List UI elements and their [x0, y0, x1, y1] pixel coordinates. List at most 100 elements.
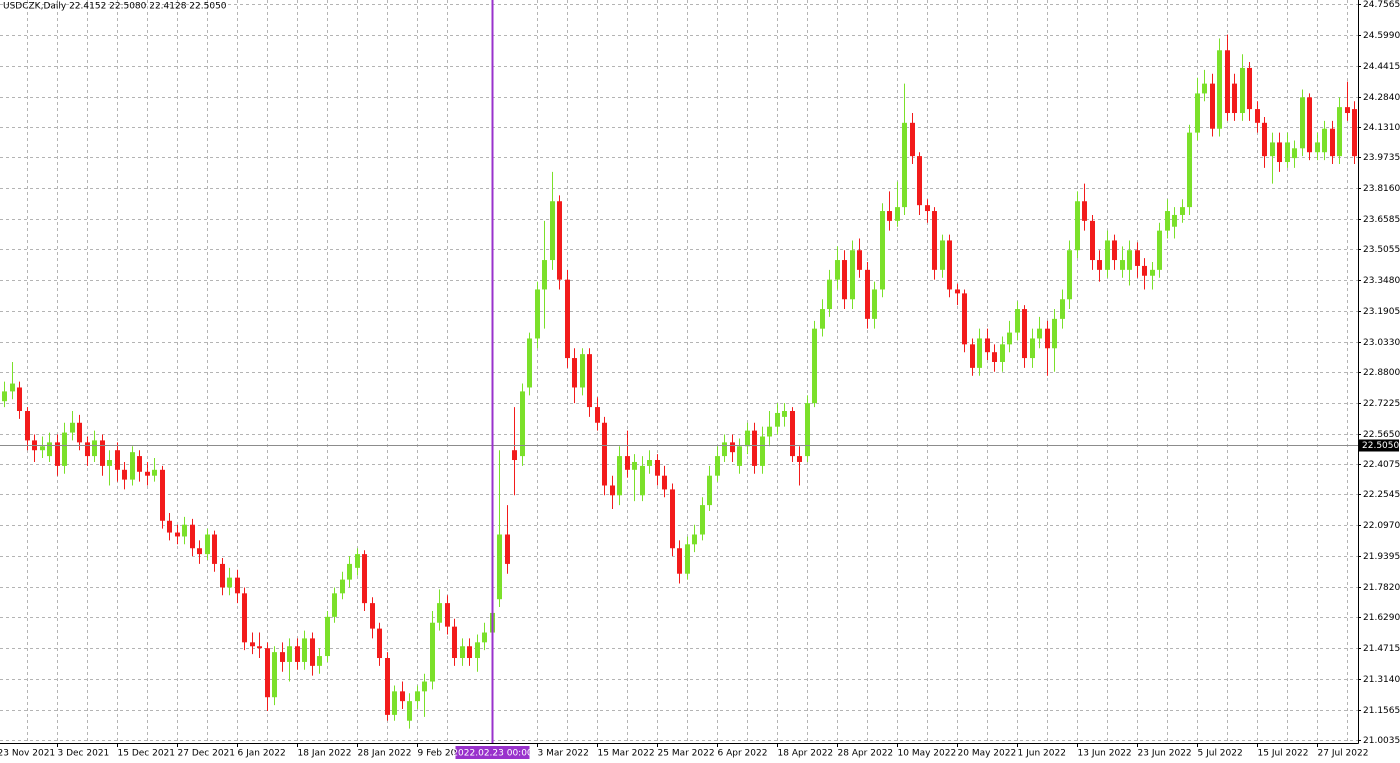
candle-body — [737, 446, 742, 466]
candle-body — [10, 383, 15, 392]
candle-body — [962, 293, 967, 345]
candle-body — [1030, 338, 1035, 359]
x-tick-label: 5 Jul 2022 — [1198, 749, 1243, 759]
candle-body — [880, 211, 885, 290]
y-tick-label: 23.5055 — [1363, 245, 1400, 255]
candle-body — [377, 628, 382, 659]
y-tick-label: 23.0330 — [1363, 338, 1400, 348]
x-tick-label: 28 Apr 2022 — [838, 749, 894, 759]
candle-body — [445, 603, 450, 627]
candle-body — [985, 338, 990, 353]
candle-body — [1352, 109, 1357, 157]
x-tick-label: 9 Feb 2022 — [418, 749, 468, 759]
candle-body — [602, 422, 607, 486]
y-tick-label: 24.2840 — [1363, 93, 1400, 103]
candle-body — [482, 632, 487, 643]
x-tick-label: 25 Mar 2022 — [658, 749, 715, 759]
candle-body — [1165, 211, 1170, 231]
y-tick-label: 24.1310 — [1363, 123, 1400, 133]
candle-body — [512, 450, 517, 461]
y-tick-label: 21.9395 — [1363, 552, 1400, 562]
candle-body — [160, 469, 165, 521]
candle-body — [1015, 309, 1020, 333]
candle-body — [617, 456, 622, 496]
x-tick-label: 6 Apr 2022 — [718, 749, 768, 759]
candle-body — [115, 450, 120, 470]
candle-body — [340, 579, 345, 594]
y-tick-label: 23.1905 — [1363, 307, 1400, 317]
candle-body — [70, 422, 75, 433]
x-tick-label: 10 May 2022 — [898, 749, 957, 759]
candle-body — [745, 430, 750, 447]
candle-body — [662, 475, 667, 490]
candle-body — [640, 465, 645, 496]
candle-body — [542, 260, 547, 290]
x-tick-label: 23 Nov 2021 — [0, 749, 55, 759]
candle-body — [1075, 201, 1080, 251]
candle-body — [385, 658, 390, 715]
candle-body — [670, 489, 675, 549]
price-label: 22.5050 — [1362, 441, 1399, 451]
candle-body — [850, 250, 855, 300]
candle-body — [557, 201, 562, 280]
candle-body — [550, 201, 555, 261]
x-tick-label: 18 Apr 2022 — [778, 749, 834, 759]
candle-body — [1180, 207, 1185, 215]
x-tick-label: 20 May 2022 — [958, 749, 1017, 759]
candle-body — [182, 524, 187, 537]
candle-body — [520, 391, 525, 457]
y-tick-label: 21.6290 — [1363, 613, 1400, 623]
candle-body — [1210, 83, 1215, 129]
cursor-label: 2022.02.23 00:00 — [452, 749, 533, 759]
candle-body — [1345, 107, 1350, 114]
chart-title: USDCZK,Daily 22.4152 22.5080 22.4128 22.… — [3, 2, 227, 12]
candle-body — [25, 411, 30, 441]
candle-body — [257, 646, 262, 649]
candle-body — [17, 387, 22, 412]
candle-body — [625, 456, 630, 470]
candle-body — [400, 691, 405, 702]
candle-body — [1247, 67, 1252, 110]
candle-body — [1067, 250, 1072, 300]
candle-body — [752, 430, 757, 466]
candle-body — [647, 460, 652, 466]
candle-body — [92, 440, 97, 457]
candle-body — [220, 563, 225, 588]
candle-body — [467, 646, 472, 659]
candle-body — [1285, 142, 1290, 163]
cursor-label-box — [455, 746, 530, 759]
candle-body — [55, 442, 60, 466]
candle-body — [580, 354, 585, 388]
candle-body — [970, 344, 975, 368]
candle-body — [925, 205, 930, 212]
y-tick-label: 22.7225 — [1363, 399, 1400, 409]
candle-body — [1097, 260, 1102, 270]
candle-body — [175, 532, 180, 537]
candle-body — [77, 422, 82, 443]
candle-body — [1150, 269, 1155, 276]
candle-body — [475, 642, 480, 659]
candle-body — [775, 412, 780, 427]
candle-body — [497, 534, 502, 600]
candle-body — [310, 638, 315, 666]
candle-body — [1172, 214, 1177, 227]
candle-body — [1105, 240, 1110, 270]
candle-body — [782, 411, 787, 417]
candle-body — [700, 505, 705, 535]
candle-body — [715, 456, 720, 476]
candle-body — [280, 652, 285, 662]
candle-body — [2, 391, 7, 402]
candle-body — [85, 442, 90, 457]
candle-body — [655, 460, 660, 476]
candle-body — [235, 577, 240, 594]
candle-body — [722, 442, 727, 457]
candle-body — [1195, 93, 1200, 133]
candle-body — [1292, 148, 1297, 159]
candle-body — [1277, 142, 1282, 163]
y-tick-label: 23.6585 — [1363, 215, 1400, 225]
candle-body — [415, 691, 420, 702]
candle-body — [1082, 201, 1087, 221]
candle-body — [760, 436, 765, 466]
candle-body — [302, 638, 307, 662]
